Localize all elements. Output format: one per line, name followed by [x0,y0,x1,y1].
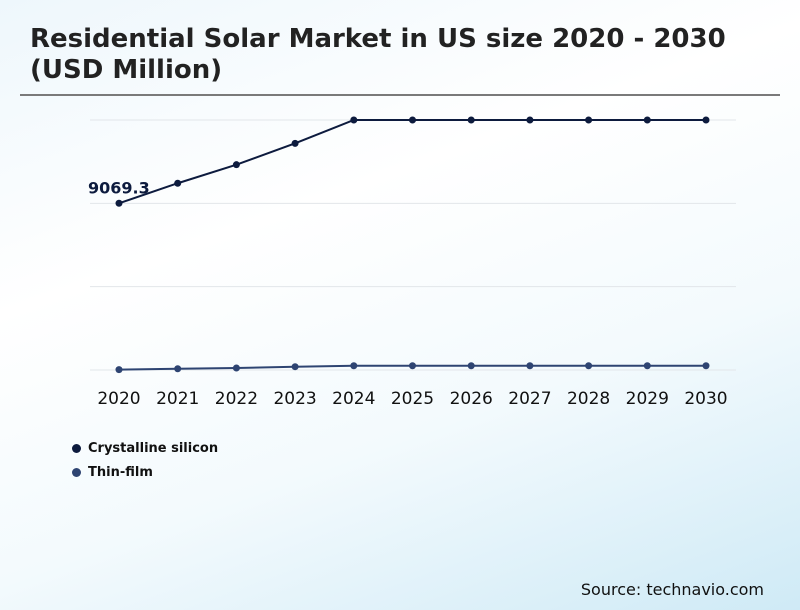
data-point [115,199,123,207]
x-tick-label: 2022 [215,389,258,409]
data-point [232,364,240,372]
x-tick-label: 2024 [332,389,375,409]
data-point [526,362,534,370]
x-tick-label: 2020 [97,389,140,409]
legend-marker-icon [72,443,81,453]
x-tick-label: 2028 [567,389,610,409]
legend-item-crystalline-silicon[interactable]: Crystalline silicon [72,436,218,460]
x-tick-label: 2023 [273,389,316,409]
data-point [350,362,358,370]
data-point [643,362,651,370]
legend-marker-icon [72,467,81,477]
data-point [409,362,416,370]
data-point [232,161,240,169]
x-tick-label: 2030 [684,389,727,409]
data-point [585,116,593,124]
legend: Crystalline silicon Thin-film [72,436,218,484]
data-point [174,365,182,373]
x-tick-label: 2021 [156,389,199,409]
page-title: Residential Solar Market in US size 2020… [30,24,726,85]
legend-item-thin-film[interactable]: Thin-film [72,460,218,484]
data-point [702,362,710,370]
x-tick-label: 2025 [391,389,434,409]
x-tick-label: 2026 [450,389,493,409]
data-point [409,116,416,124]
data-point [643,116,651,124]
title-divider [20,94,780,96]
data-point [291,139,299,147]
legend-label: Thin-film [88,464,153,480]
data-point [585,362,593,370]
data-point [526,116,534,124]
data-point [174,179,182,187]
data-point [702,116,710,124]
data-point [291,363,299,371]
data-point [467,362,475,370]
x-tick-label: 2029 [626,389,669,409]
data-label: 9069.3 [88,178,150,197]
legend-label: Crystalline silicon [88,440,219,456]
data-point [115,366,123,374]
source-credit: Source: technavio.com [580,580,764,599]
data-point [467,116,475,124]
series-line-0 [118,119,706,205]
x-tick-label: 2027 [508,389,551,409]
data-point [350,116,358,124]
